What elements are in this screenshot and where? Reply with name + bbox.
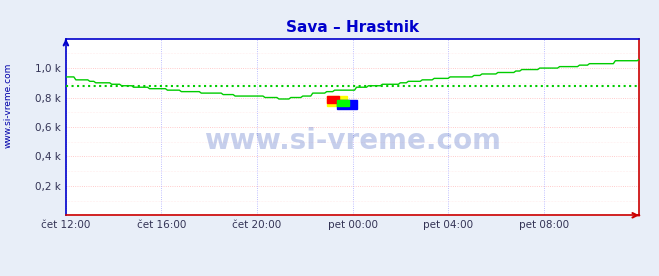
Bar [337,100,357,109]
Bar [327,97,347,106]
Text: www.si-vreme.com: www.si-vreme.com [3,62,13,148]
Text: www.si-vreme.com: www.si-vreme.com [204,127,501,155]
Title: Sava – Hrastnik: Sava – Hrastnik [286,20,419,35]
Bar [337,100,349,106]
Bar [327,97,339,103]
